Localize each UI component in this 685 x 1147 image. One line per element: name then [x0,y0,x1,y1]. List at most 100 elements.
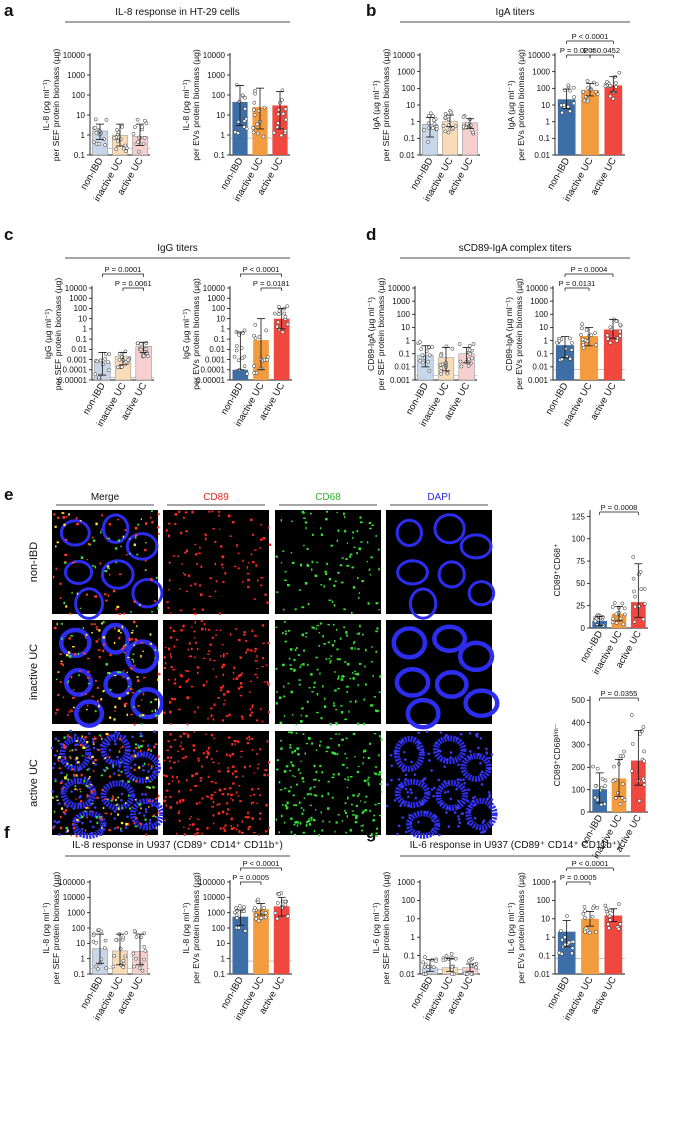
signal-speck [351,531,355,534]
signal-speck [125,554,128,556]
nucleus-dot [457,799,460,803]
signal-speck [222,663,226,667]
signal-speck [344,812,348,814]
signal-speck [292,670,295,672]
signal-speck [313,682,316,684]
data-point [554,340,559,345]
signal-speck [163,819,166,822]
signal-speck [335,722,339,725]
data-point [581,911,586,916]
signal-speck [69,757,72,760]
signal-speck [301,812,304,815]
data-point [638,570,643,574]
signal-speck [310,793,313,796]
signal-speck [246,572,250,575]
data-point [467,348,472,353]
signal-speck [288,657,291,660]
signal-speck [213,660,216,662]
signal-speck [106,565,110,568]
signal-speck [310,816,313,820]
signal-speck [207,628,211,631]
data-point [603,778,608,783]
y-tick-label: 75 [576,557,585,566]
signal-speck [352,677,355,680]
signal-speck [250,553,253,556]
signal-speck [174,513,178,516]
y-tick-label: 125 [572,512,586,521]
signal-speck [80,556,84,560]
signal-speck [283,787,287,790]
data-point [590,914,595,919]
signal-speck [66,773,68,777]
crypt-ring [71,810,107,839]
nucleus-dot [125,748,129,752]
signal-speck [140,744,143,748]
signal-speck [290,761,293,764]
nucleus-dot [424,811,427,814]
tile-background [52,510,158,614]
signal-speck [334,580,337,582]
signal-speck [343,675,345,678]
signal-speck [149,642,152,645]
data-point [243,106,247,111]
signal-speck [145,542,147,544]
signal-speck [367,778,369,782]
signal-speck [213,703,216,707]
signal-speck [313,830,316,833]
signal-speck [221,810,225,814]
nucleus-dot [461,812,465,815]
signal-speck [208,510,211,513]
data-point [595,92,600,97]
signal-speck [117,796,119,799]
y-tick-label: 0.01 [532,363,548,372]
signal-speck [240,756,243,758]
nucleus-dot [401,739,405,743]
signal-speck [157,811,161,814]
signal-speck [180,531,183,535]
signal-speck [347,776,350,778]
nucleus-dot [467,788,471,791]
signal-speck [177,750,179,753]
signal-speck [316,693,319,696]
signal-speck [148,806,150,808]
y-axis-label: IgG (µg ml⁻¹) [43,309,53,360]
signal-speck [337,772,340,776]
data-point [578,332,583,337]
signal-speck [319,622,323,625]
signal-speck [148,799,150,802]
data-point [637,798,642,803]
signal-speck [351,803,353,806]
signal-speck [86,795,88,798]
signal-speck [306,547,309,551]
signal-speck [326,746,329,749]
signal-speck [64,756,67,760]
nucleus-dot [107,743,111,746]
nucleus-dot [432,794,435,798]
panel-letter: b [366,1,376,20]
microscopy-tile [386,510,496,620]
signal-speck [256,802,258,804]
nucleus-dot [444,733,448,737]
signal-speck [121,625,124,629]
signal-speck [240,685,243,689]
data-point [612,601,617,605]
signal-speck [142,740,145,742]
signal-speck [152,814,156,818]
data-point [243,929,248,933]
nucleus-dot [54,754,57,757]
signal-speck [154,743,158,746]
signal-speck [362,810,365,814]
data-point [418,358,423,363]
data-point [593,784,598,788]
signal-speck [79,607,82,610]
signal-speck [323,697,326,700]
signal-speck [357,577,359,580]
signal-speck [241,581,244,583]
crypt-ring [100,559,135,590]
data-point [610,605,615,609]
signal-speck [75,819,79,821]
y-tick-label: 1 [221,131,226,140]
data-point [441,958,446,963]
signal-speck [71,749,74,752]
data-point [281,111,286,116]
